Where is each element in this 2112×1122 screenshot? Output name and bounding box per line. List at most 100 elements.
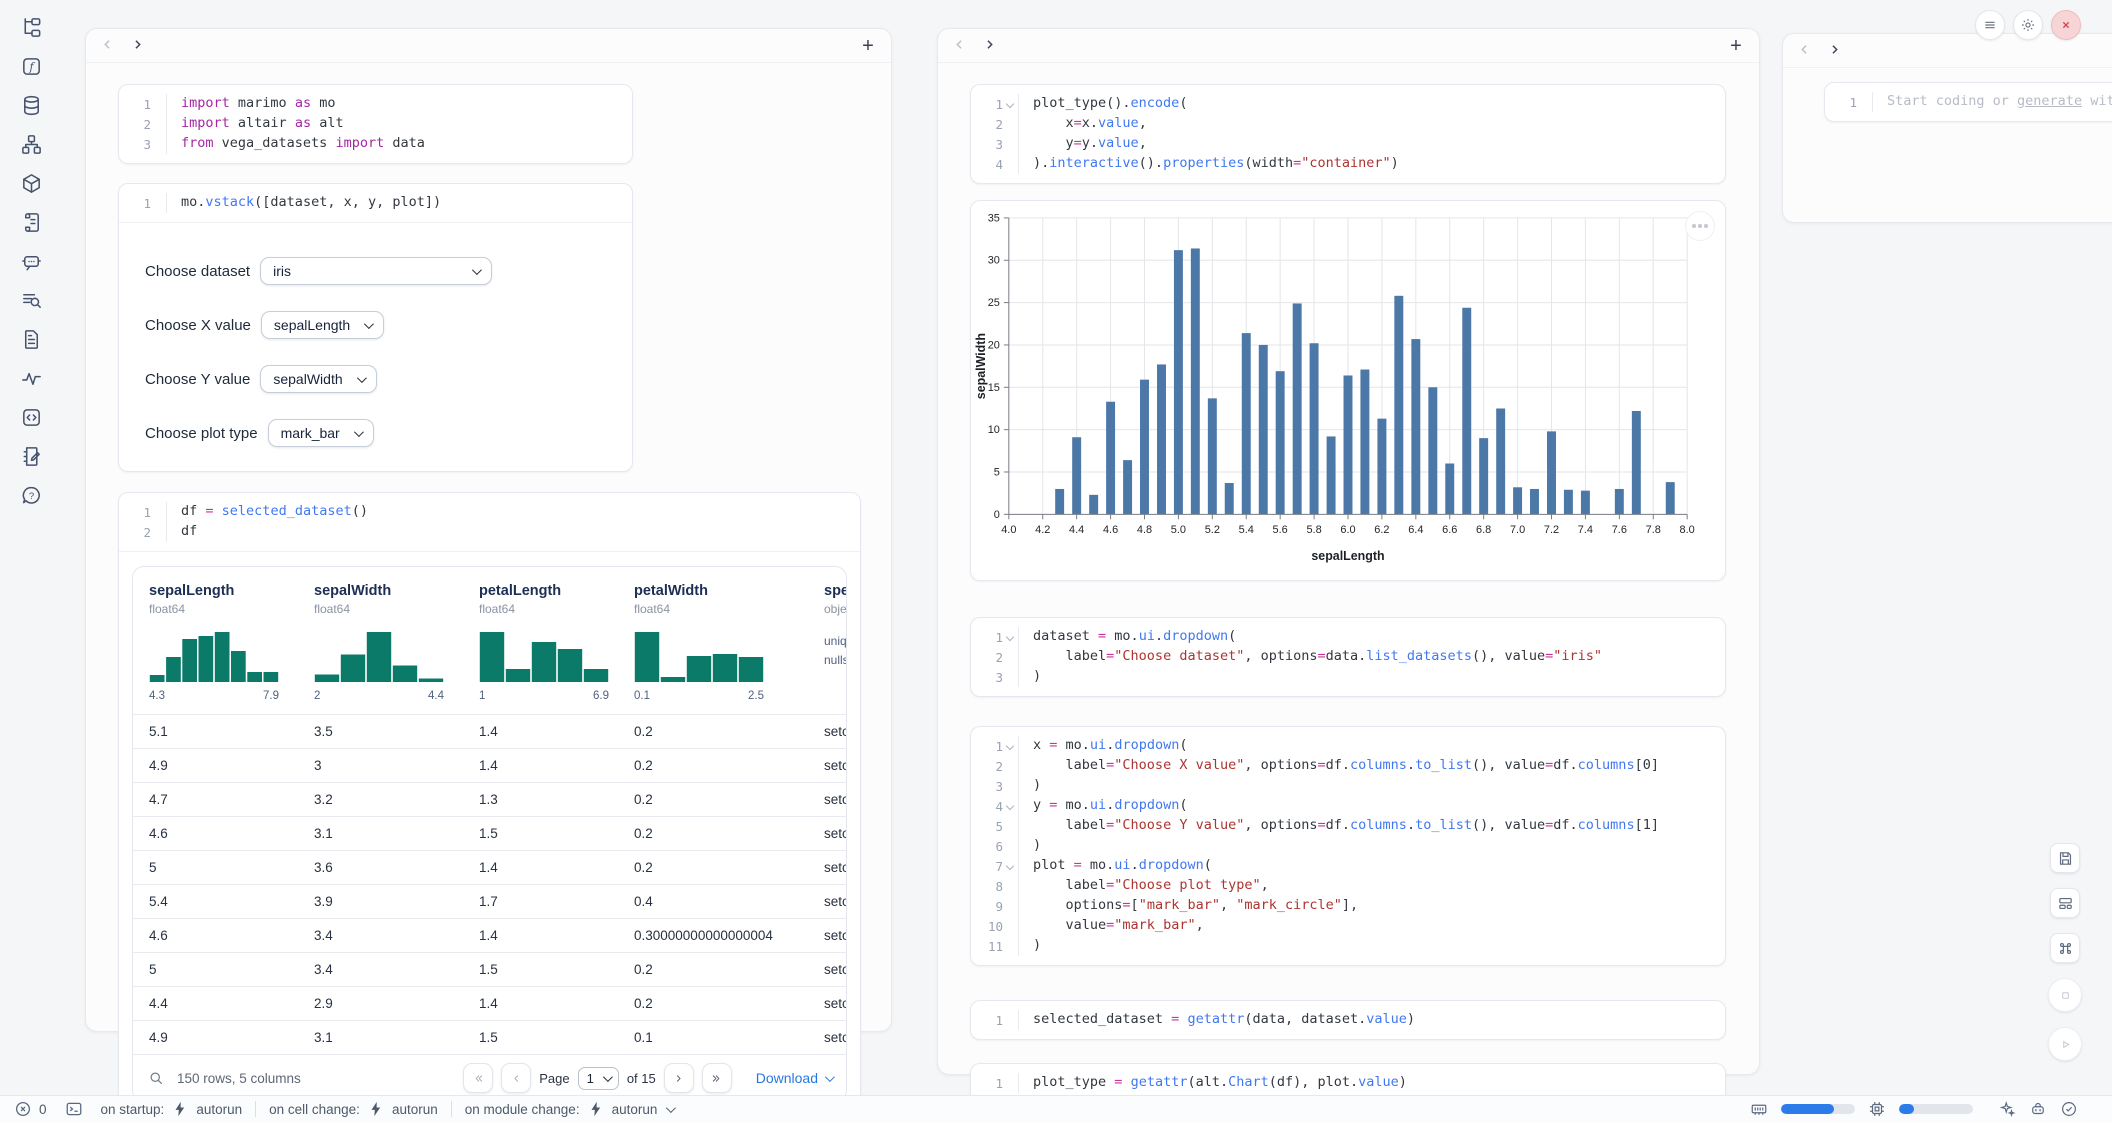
generate-with-ai-link[interactable]: generate [2017, 93, 2082, 109]
add-column-button[interactable]: + [1726, 36, 1746, 56]
cell-dataset-dropdown[interactable]: 1dataset = mo.ui.dropdown(2 label="Choos… [970, 617, 1726, 697]
column-move-right-icon[interactable] [1825, 42, 1843, 60]
code-line[interactable]: 6) [971, 836, 1725, 856]
code-line[interactable]: 3 y=y.value, [971, 134, 1725, 154]
code-line[interactable]: 2 x=x.value, [971, 114, 1725, 134]
table-row[interactable]: 4.63.11.50.2setosa [133, 816, 846, 850]
code-line[interactable]: 4).interactive().properties(width="conta… [971, 154, 1725, 174]
column-header-sepalWidth[interactable]: sepalWidthfloat6424.4 [298, 583, 463, 714]
cell-imports[interactable]: 1import marimo as mo2import altair as al… [118, 84, 633, 164]
cell-xy-plot-dropdowns[interactable]: 1x = mo.ui.dropdown(2 label="Choose X va… [970, 726, 1726, 966]
dropdown-select-choose-plot-type[interactable]: mark_bar [268, 419, 374, 447]
shutdown-close-button[interactable] [2051, 10, 2081, 40]
first-page-button[interactable] [463, 1063, 493, 1093]
bar-chart[interactable]: 051015202530354.04.24.44.64.85.05.25.45.… [973, 204, 1721, 574]
code-line[interactable]: 2df [119, 522, 860, 542]
autorun-setting-1[interactable]: on startup:autorun [101, 1100, 243, 1118]
table-row[interactable]: 4.93.11.50.1setosa [133, 1020, 846, 1054]
fold-chevron-icon[interactable] [1003, 856, 1018, 876]
table-row[interactable]: 5.43.91.70.4setosa [133, 884, 846, 918]
empty-cell[interactable]: 1 Start coding or generate with AI [1824, 82, 2112, 122]
code-line[interactable]: 3from vega_datasets import data [119, 134, 632, 154]
page-select[interactable]: 1 [578, 1067, 619, 1090]
scratchpad-icon[interactable] [18, 443, 44, 469]
fold-chevron-icon[interactable] [1003, 94, 1018, 114]
cell-vstack[interactable]: 1mo.vstack([dataset, x, y, plot]) Choose… [118, 183, 633, 472]
code-line[interactable]: 2 label="Choose dataset", options=data.l… [971, 647, 1725, 667]
code-line[interactable]: 7plot = mo.ui.dropdown( [971, 856, 1725, 876]
code-line[interactable]: 5 label="Choose Y value", options=df.col… [971, 816, 1725, 836]
column-header-petalLength[interactable]: petalLengthfloat6416.9 [463, 583, 618, 714]
dropdown-select-choose-x-value[interactable]: sepalLength [261, 311, 384, 339]
code-line[interactable]: 1x = mo.ui.dropdown( [971, 736, 1725, 756]
column-move-left-icon[interactable] [98, 37, 116, 55]
settings-gear-button[interactable] [2013, 10, 2043, 40]
fold-chevron-icon[interactable] [1003, 627, 1018, 647]
column-histogram[interactable] [479, 630, 609, 684]
column-move-left-icon[interactable] [950, 37, 968, 55]
activity-icon[interactable] [18, 365, 44, 391]
search-icon[interactable] [147, 1069, 165, 1087]
document-icon[interactable] [18, 326, 44, 352]
cell-plot-code[interactable]: 1plot_type().encode(2 x=x.value,3 y=y.va… [970, 84, 1726, 184]
column-header-species[interactable]: speciesobjectuniquenulls: [808, 583, 847, 714]
previous-page-button[interactable] [501, 1063, 531, 1093]
function-icon[interactable]: f [18, 53, 44, 79]
cpu-usage-meter[interactable] [1899, 1104, 1973, 1114]
help-icon[interactable]: ? [18, 482, 44, 508]
menu-button[interactable] [1975, 10, 2005, 40]
code-line[interactable]: 1dataset = mo.ui.dropdown( [971, 627, 1725, 647]
last-page-button[interactable] [702, 1063, 732, 1093]
run-button[interactable] [2048, 1027, 2082, 1061]
file-tree-icon[interactable] [18, 14, 44, 40]
code-line[interactable]: 4y = mo.ui.dropdown( [971, 796, 1725, 816]
code-line[interactable]: 1import marimo as mo [119, 94, 632, 114]
table-row[interactable]: 5.13.51.40.2setosa [133, 714, 846, 748]
code-placeholder[interactable]: Start coding or generate with AI [1872, 92, 2112, 112]
fold-chevron-icon[interactable] [1003, 796, 1018, 816]
column-histogram[interactable] [634, 630, 764, 684]
cell-dataframe[interactable]: 1df = selected_dataset()2df sepalLengthf… [118, 492, 861, 1118]
code-line[interactable]: 1mo.vstack([dataset, x, y, plot]) [119, 193, 632, 213]
column-histogram[interactable] [149, 630, 279, 684]
table-row[interactable]: 53.41.50.2setosa [133, 952, 846, 986]
copilot-robot-icon[interactable] [2029, 1100, 2047, 1118]
table-row[interactable]: 4.931.40.2setosa [133, 748, 846, 782]
column-move-left-icon[interactable] [1795, 42, 1813, 60]
table-row[interactable]: 53.61.40.2setosa [133, 850, 846, 884]
code-line[interactable]: 1selected_dataset = getattr(data, datase… [971, 1010, 1725, 1030]
chart-actions-menu[interactable] [1685, 211, 1715, 241]
layout-button[interactable] [2050, 888, 2080, 918]
column-move-right-icon[interactable] [980, 37, 998, 55]
code-line[interactable]: 2 label="Choose X value", options=df.col… [971, 756, 1725, 776]
search-list-icon[interactable] [18, 287, 44, 313]
keyboard-shortcuts-button[interactable] [2050, 933, 2080, 963]
code-line[interactable]: 10 value="mark_bar", [971, 916, 1725, 936]
column-header-petalWidth[interactable]: petalWidthfloat640.12.5 [618, 583, 808, 714]
code-line[interactable]: 2import altair as alt [119, 114, 632, 134]
code-line[interactable]: 9 options=["mark_bar", "mark_circle"], [971, 896, 1725, 916]
script-icon[interactable] [18, 209, 44, 235]
code-line[interactable]: 1plot_type().encode( [971, 94, 1725, 114]
database-icon[interactable] [18, 92, 44, 118]
code-snippet-icon[interactable] [18, 404, 44, 430]
code-line[interactable]: 1df = selected_dataset() [119, 502, 860, 522]
code-line[interactable]: 11) [971, 936, 1725, 956]
code-line[interactable]: 1plot_type = getattr(alt.Chart(df), plot… [971, 1073, 1725, 1093]
table-row[interactable]: 4.42.91.40.2setosa [133, 986, 846, 1020]
table-row[interactable]: 4.63.41.40.30000000000000004setosa [133, 918, 846, 952]
dependency-graph-icon[interactable] [18, 131, 44, 157]
chat-bot-icon[interactable] [18, 248, 44, 274]
stop-button[interactable] [2048, 978, 2082, 1012]
code-line[interactable]: 8 label="Choose plot type", [971, 876, 1725, 896]
fold-chevron-icon[interactable] [1003, 736, 1018, 756]
package-icon[interactable] [18, 170, 44, 196]
save-button[interactable] [2050, 843, 2080, 873]
terminal-button[interactable] [65, 1100, 83, 1118]
cell-selected-dataset[interactable]: 1selected_dataset = getattr(data, datase… [970, 1000, 1726, 1040]
dropdown-select-choose-y-value[interactable]: sepalWidth [260, 365, 376, 393]
ram-usage-meter[interactable] [1781, 1104, 1855, 1114]
table-row[interactable]: 4.73.21.30.2setosa [133, 782, 846, 816]
column-histogram[interactable] [314, 630, 444, 684]
code-line[interactable]: 3) [971, 667, 1725, 687]
